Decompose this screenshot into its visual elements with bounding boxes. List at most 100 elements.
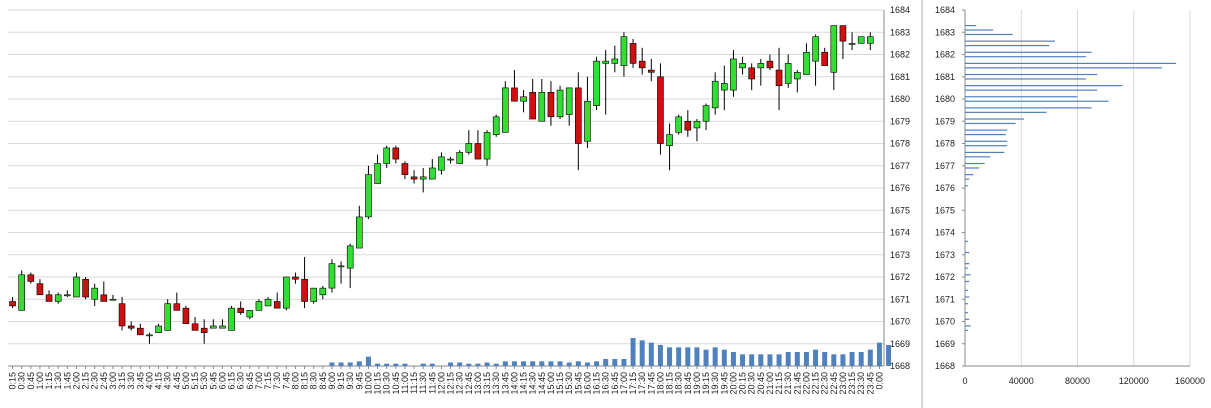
- candle-body: [584, 100, 591, 142]
- profile-bar: [965, 45, 1050, 47]
- profile-bar: [965, 122, 1016, 125]
- profile-bar: [965, 251, 970, 254]
- volume-bar: [840, 354, 846, 366]
- candle-body: [711, 80, 719, 109]
- volume-bar: [657, 345, 663, 366]
- y-tick-label: 1674: [890, 228, 910, 238]
- profile-bar: [965, 33, 1013, 36]
- x-tick-label: 6:00: [217, 372, 227, 390]
- volume-bar: [420, 363, 426, 366]
- volume-bar: [703, 349, 709, 366]
- x-tick-label: 13:45: [500, 372, 510, 395]
- profile-bar: [965, 303, 968, 305]
- x-tick-label: 7:00: [254, 372, 264, 390]
- candle-body: [54, 294, 62, 302]
- profile-bar: [965, 312, 968, 314]
- x-tick-label: 13:00: [473, 372, 483, 395]
- x-tick-label: 5:45: [208, 372, 218, 390]
- x-tick-label: 2:15: [81, 372, 91, 390]
- volume-bar: [849, 352, 855, 366]
- y-tick-label: 1682: [935, 50, 955, 60]
- x-tick-label: 16:00: [582, 372, 592, 395]
- candle-body: [520, 96, 527, 102]
- volume-bar: [822, 352, 828, 366]
- candle-body: [36, 283, 44, 296]
- profile-bar: [965, 40, 1055, 42]
- candle-body: [283, 276, 290, 309]
- y-tick-label: 1678: [935, 139, 955, 149]
- candle-body: [638, 60, 646, 69]
- volume-bar: [749, 354, 755, 366]
- x-tick-label: 9:00: [327, 372, 337, 390]
- x-tick-label: 11:30: [418, 372, 428, 394]
- x-tick-label: 8:00: [290, 372, 300, 390]
- volume-bar: [612, 359, 618, 366]
- volume-bar: [530, 361, 536, 366]
- volume-bar: [785, 352, 791, 366]
- x-tick-label: 10:15: [373, 372, 383, 395]
- x-tick-label: 15:30: [564, 372, 574, 395]
- candle-body: [648, 69, 655, 73]
- candle-body: [200, 327, 208, 333]
- candle-body: [365, 174, 372, 218]
- volume-bar: [858, 352, 864, 366]
- x-tick-label: 22:45: [829, 372, 839, 395]
- candle-body: [246, 310, 254, 318]
- volume-bar: [466, 363, 472, 366]
- candle-body: [27, 274, 35, 282]
- x-tick-label: 9:15: [336, 372, 346, 390]
- x-tick-label: 20:00: [728, 372, 738, 395]
- x-tick-label: 160000: [1175, 376, 1205, 386]
- volume-bar: [384, 363, 390, 366]
- x-tick-label: 3:30: [126, 372, 136, 390]
- x-tick-label: 8:15: [300, 372, 310, 390]
- y-tick-label: 1674: [935, 228, 955, 238]
- profile-bar: [965, 174, 974, 176]
- x-tick-label: 3:00: [108, 372, 118, 390]
- x-tick-label: 22:15: [811, 372, 821, 395]
- x-tick-label: 120000: [1119, 376, 1149, 386]
- volume-bar: [548, 361, 554, 366]
- candle-body: [730, 58, 737, 91]
- x-tick-label: 17:15: [628, 372, 638, 395]
- profile-bar: [965, 140, 1008, 142]
- profile-bar: [965, 111, 1047, 113]
- x-tick-label: 14:15: [519, 372, 529, 395]
- x-tick-label: 23:30: [856, 372, 866, 395]
- candle-body: [848, 43, 856, 45]
- x-tick-label: 17:30: [637, 372, 647, 395]
- y-tick-label: 1671: [890, 294, 910, 304]
- candle-body: [173, 303, 181, 311]
- y-tick-label: 1675: [890, 205, 910, 215]
- volume-bar: [712, 347, 718, 366]
- candle-body: [784, 63, 792, 84]
- x-tick-label: 9:45: [354, 372, 364, 390]
- volume-bar: [758, 354, 764, 366]
- candle-body: [538, 92, 546, 122]
- y-tick-label: 1680: [890, 94, 910, 104]
- y-tick-label: 1671: [935, 294, 955, 304]
- y-tick-label: 1680: [935, 94, 955, 104]
- candle-body: [857, 36, 865, 44]
- candle-body: [155, 325, 162, 333]
- candle-body: [82, 278, 89, 298]
- candle-body: [91, 287, 98, 300]
- x-tick-label: 18:00: [655, 372, 665, 395]
- y-tick-label: 1673: [890, 250, 910, 260]
- x-tick-label: 18:30: [674, 372, 684, 395]
- x-tick-label: 16:45: [610, 372, 620, 395]
- candle-body: [757, 63, 765, 69]
- candle-body: [474, 143, 482, 160]
- x-tick-label: 20:45: [756, 372, 766, 395]
- x-tick-label: 21:30: [783, 372, 793, 395]
- x-tick-label: 2:00: [71, 372, 81, 390]
- volume-bar: [886, 345, 892, 366]
- y-tick-label: 1669: [935, 339, 955, 349]
- volume-bar: [594, 361, 600, 366]
- candle-body: [492, 116, 500, 135]
- x-tick-label: 4:00: [144, 372, 154, 390]
- y-tick-label: 1672: [935, 272, 955, 282]
- x-tick-label: 13:30: [491, 372, 501, 395]
- x-tick-label: 12:00: [436, 372, 446, 395]
- y-tick-label: 1672: [890, 272, 910, 282]
